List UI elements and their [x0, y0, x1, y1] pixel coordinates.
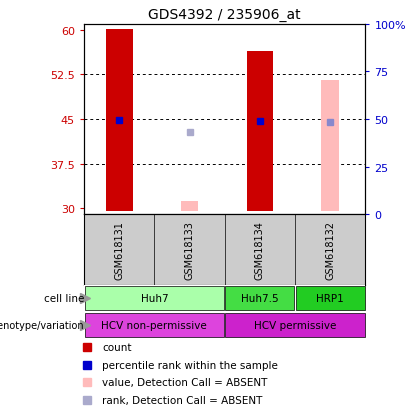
- Text: GSM618133: GSM618133: [184, 221, 194, 279]
- Text: HCV permissive: HCV permissive: [254, 320, 336, 330]
- Bar: [85, 313, 224, 337]
- Text: cell line: cell line: [44, 293, 84, 304]
- Text: percentile rank within the sample: percentile rank within the sample: [102, 360, 278, 370]
- Text: GSM618131: GSM618131: [114, 221, 124, 279]
- Text: rank, Detection Call = ABSENT: rank, Detection Call = ABSENT: [102, 395, 262, 405]
- Bar: [181, 202, 198, 212]
- Bar: [226, 286, 294, 311]
- Bar: [296, 286, 365, 311]
- Bar: [247, 52, 273, 212]
- Bar: [106, 29, 133, 212]
- Text: value, Detection Call = ABSENT: value, Detection Call = ABSENT: [102, 377, 268, 387]
- Bar: [226, 313, 365, 337]
- Text: genotype/variation: genotype/variation: [0, 320, 84, 330]
- Text: GSM618134: GSM618134: [255, 221, 265, 279]
- Text: count: count: [102, 342, 132, 352]
- Text: HCV non-permissive: HCV non-permissive: [102, 320, 207, 330]
- Title: GDS4392 / 235906_at: GDS4392 / 235906_at: [148, 8, 301, 22]
- Text: GSM618132: GSM618132: [325, 221, 335, 279]
- Bar: [85, 286, 224, 311]
- Text: Huh7.5: Huh7.5: [241, 293, 279, 304]
- Bar: [321, 81, 339, 212]
- Text: Huh7: Huh7: [141, 293, 168, 304]
- Text: HRP1: HRP1: [316, 293, 344, 304]
